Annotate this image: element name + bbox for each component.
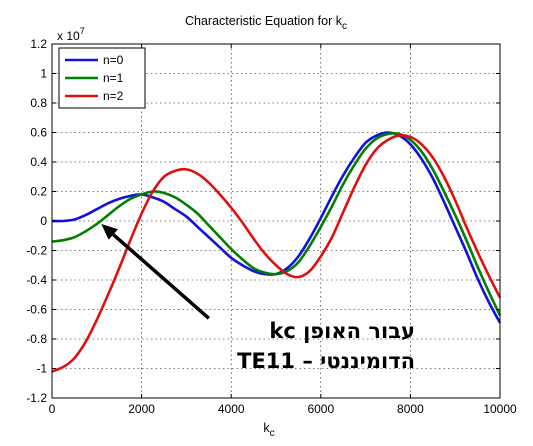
legend-label: n=1 [103,71,124,85]
y-tick-label: 1.2 [30,37,47,51]
y-tick-label: -0.4 [26,273,47,287]
y-tick-label: 0.2 [30,185,47,199]
x-tick-label: 6000 [307,402,334,416]
x-tick-label: 0 [49,402,56,416]
y-tick-label: 0.4 [30,155,47,169]
y-tick-label: 0.8 [30,96,47,110]
annotation-arrow-head [101,223,118,240]
x-tick-label: 2000 [128,402,155,416]
legend-label: n=0 [103,53,124,67]
y-tick-label: -1 [36,362,47,376]
y-tick-label: -0.6 [26,303,47,317]
y-tick-label: 1 [40,67,47,81]
legend: n=0 n=1 n=2 [58,47,146,109]
legend-label: n=2 [103,89,124,103]
x-axis-label: kc [263,421,274,439]
y-tick-label: -0.2 [26,244,47,258]
annotation: kc עבור האופן TE11 – הדומיננטי [101,223,415,373]
x-tick-label: 4000 [218,402,245,416]
annotation-line-2: TE11 – הדומיננטי [237,349,415,373]
annotation-line-1: kc עבור האופן [269,319,415,343]
y-multiplier: x 107 [57,26,85,43]
y-tick-label: 0 [40,214,47,228]
x-tick-label: 8000 [397,402,424,416]
x-tick-label: 10000 [483,402,517,416]
y-tick-label: -0.8 [26,332,47,346]
chart-title: Characteristic Equation for kc [185,14,347,32]
annotation-arrow [112,233,210,320]
y-tick-label: 0.6 [30,126,47,140]
series-line-n=1 [51,132,502,316]
tick-labels: 0 2000 4000 6000 8000 10000 -1.2 -1 -0.8 -0.6 -0.4… [26,37,517,416]
y-tick-label: -1.2 [26,391,47,405]
